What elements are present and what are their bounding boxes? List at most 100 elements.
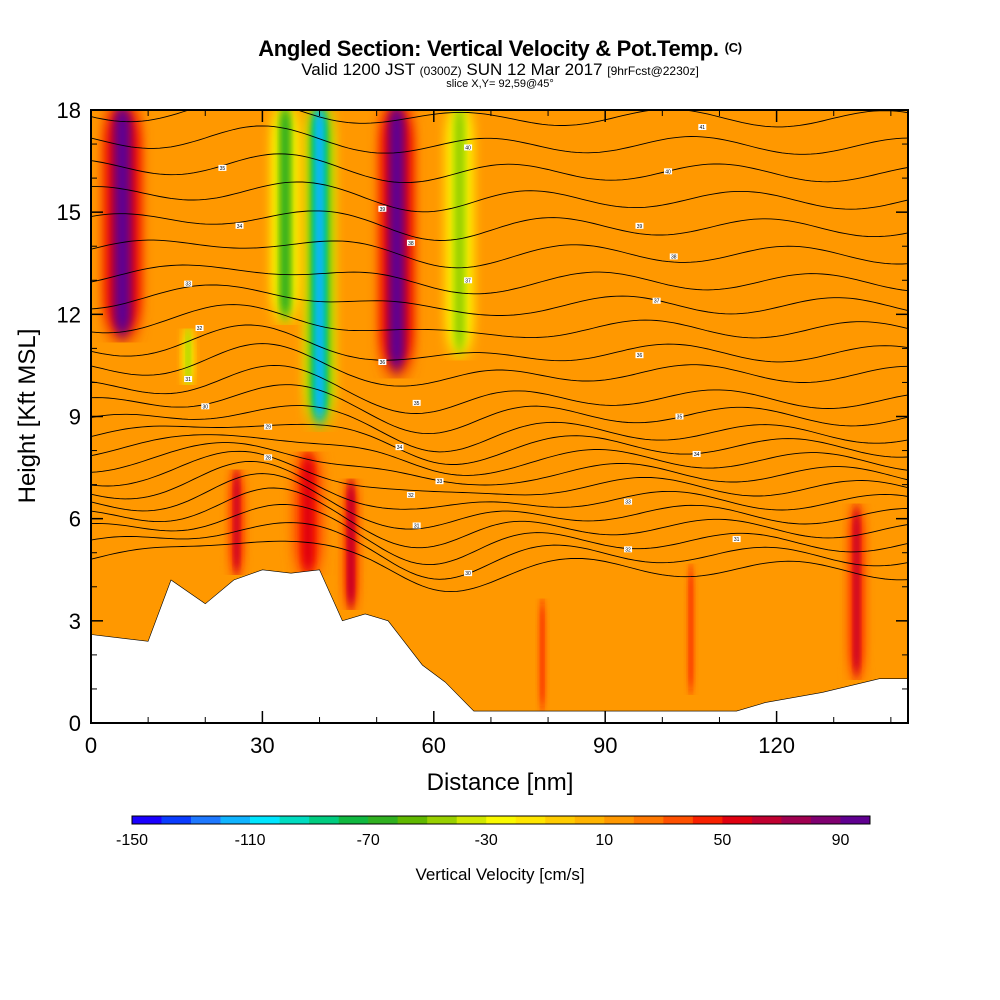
contour-label-text: 28 — [265, 455, 271, 461]
x-tick-label: 120 — [758, 733, 795, 758]
colorbar-tick-label: -110 — [235, 832, 266, 849]
theta-contour-line — [91, 460, 908, 511]
colorbar-frame — [131, 815, 871, 825]
updraft-column — [846, 511, 867, 672]
colorbar-tick-label: 90 — [832, 832, 850, 849]
downdraft-column — [269, 110, 301, 315]
theta-contour-line — [91, 110, 908, 128]
contour-label-bg — [635, 222, 644, 229]
contour-label-bg — [435, 478, 444, 485]
colorbar-swatch — [486, 816, 517, 824]
colorbar-swatch — [574, 816, 605, 824]
y-axis-label: Height [Kft MSL] — [14, 329, 41, 504]
theta-contour-label: 31 — [184, 376, 193, 383]
colorbar-swatch — [840, 816, 871, 824]
contour-label-bg — [406, 491, 415, 498]
contour-label-bg — [652, 297, 661, 304]
theta-contour-label: 38 — [406, 239, 415, 247]
forecast-info: [9hrFcst@2230z] — [607, 64, 699, 78]
contour-label-text: 39 — [380, 207, 386, 213]
theta-contour-line — [91, 473, 908, 530]
theta-contour-line — [91, 153, 908, 184]
updraft-band — [689, 569, 693, 689]
x-tick-label: 30 — [250, 733, 274, 758]
theta-contour-label: 28 — [264, 454, 273, 461]
theta-contour-line — [91, 423, 908, 465]
theta-contour-label: 36 — [635, 352, 644, 359]
contour-label-text: 35 — [677, 415, 683, 421]
contour-label-text: 31 — [185, 377, 191, 383]
colorbar-swatch — [781, 816, 812, 824]
colorbar-swatch — [338, 816, 369, 824]
theta-contour-line — [91, 181, 908, 213]
contour-label-text: 36 — [637, 353, 643, 359]
colorbar: -150 -110 -70 -30 10 50 90 — [116, 815, 871, 849]
y-tick-label: 3 — [69, 609, 81, 634]
colorbar-swatch — [722, 816, 753, 824]
contour-label-text: 40 — [465, 145, 471, 151]
theta-contour-label: 32 — [624, 546, 633, 553]
contour-label-bg — [406, 239, 415, 246]
y-tick-label: 12 — [57, 302, 81, 327]
theta-contour-label: 34 — [692, 450, 701, 458]
theta-contour-label: 34 — [235, 222, 244, 230]
theta-contour-line — [91, 125, 908, 155]
contour-label-bg — [692, 450, 701, 457]
theta-contour-labels: 35 34 33 32 31 30 29 28 40 39 38 37 36 35 34 33 32 31 30 41… — [184, 124, 741, 577]
colorbar-swatch — [191, 816, 221, 824]
updraft-band — [541, 603, 544, 706]
colorbar-label: Vertical Velocity [cm/s] — [415, 865, 584, 884]
contour-label-text: 39 — [637, 224, 643, 230]
updraft-column — [686, 569, 696, 689]
contour-label-bg — [732, 536, 741, 543]
contour-label-text: 33 — [185, 282, 191, 288]
colorbar-swatch — [250, 816, 280, 824]
colorbar-swatch — [692, 816, 723, 824]
valid-date: SUN 12 Mar 2017 — [466, 60, 603, 79]
theta-contour-line — [91, 364, 908, 414]
theta-contour-label: 30 — [201, 403, 210, 410]
updraft-band — [234, 474, 239, 570]
chart-title: Angled Section: Vertical Velocity & Pot.… — [0, 36, 1000, 62]
theta-contour-line — [91, 540, 908, 593]
colorbar-swatch — [604, 816, 635, 824]
contour-label-bg — [378, 205, 387, 212]
contour-label-bg — [412, 522, 421, 529]
terrain — [91, 569, 908, 723]
contour-label-text: 37 — [654, 299, 660, 305]
contour-label-text: 36 — [380, 360, 386, 366]
contour-label-bg — [412, 399, 421, 406]
theta-contour-line — [91, 522, 908, 580]
theta-contour-label: 33 — [624, 498, 633, 506]
theta-contour-label: 39 — [378, 205, 387, 213]
x-axis: 0 30 60 90 120 — [85, 110, 892, 758]
chart-title-unit: (C) — [724, 40, 742, 55]
contour-label-text: 31 — [414, 523, 420, 529]
colorbar-swatch — [220, 816, 251, 824]
downdraft-band — [455, 110, 464, 349]
contour-label-text: 38 — [671, 254, 677, 260]
downdraft-band — [186, 331, 190, 383]
theta-contour-line — [91, 503, 908, 566]
theta-contour-label: 31 — [412, 522, 421, 529]
y-tick-label: 6 — [69, 507, 81, 532]
velocity-field — [101, 110, 867, 706]
contour-label-bg — [664, 168, 673, 175]
theta-contour-label: 33 — [435, 478, 444, 485]
x-axis-label: Distance [nm] — [427, 769, 574, 796]
contour-label-bg — [235, 222, 244, 229]
theta-contour-label: 29 — [264, 423, 273, 431]
colorbar-swatch — [545, 816, 576, 824]
theta-contour-label: 36 — [378, 359, 387, 366]
contour-label-text: 32 — [625, 547, 631, 553]
y-tick-label: 0 — [69, 711, 81, 736]
colorbar-swatch — [633, 816, 664, 824]
valid-utc: (0300Z) — [419, 64, 462, 78]
contour-label-bg — [264, 454, 273, 461]
contour-label-text: 32 — [408, 493, 414, 499]
contour-label-bg — [184, 280, 193, 287]
colorbar-swatch — [427, 816, 458, 824]
theta-contour-label: 37 — [652, 297, 661, 305]
updraft-band — [303, 457, 313, 570]
theta-contour-label: 41 — [698, 124, 707, 131]
